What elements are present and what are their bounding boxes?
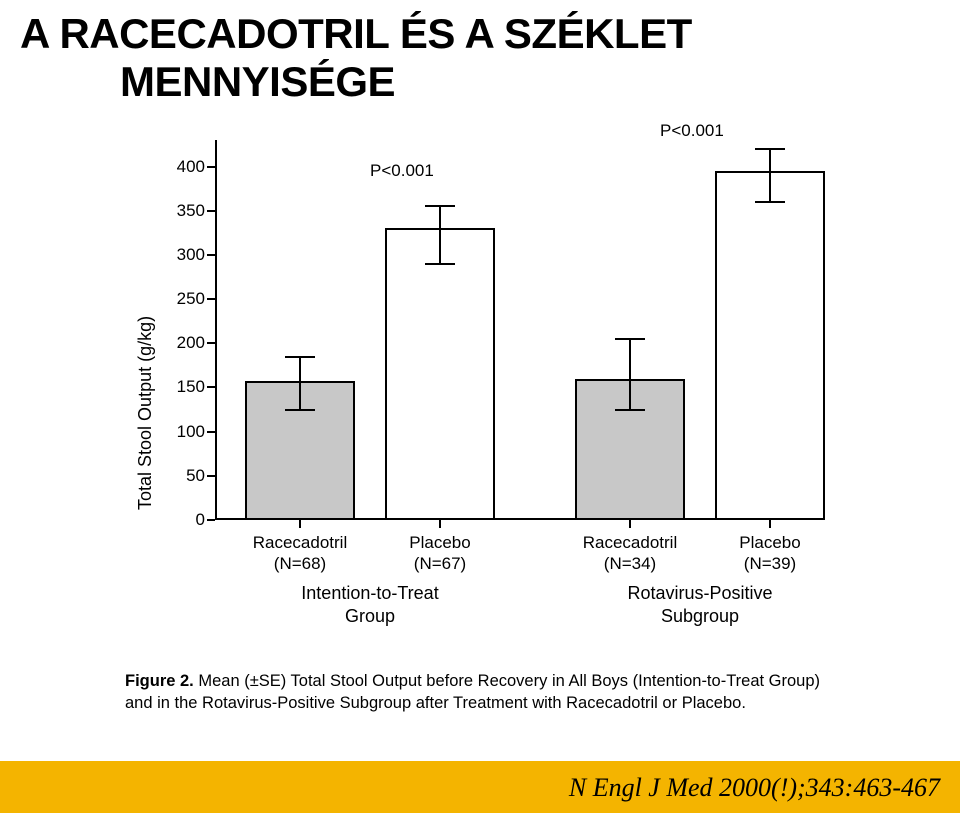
error-bar-cap — [615, 409, 645, 411]
group-label: Intention-to-TreatGroup — [250, 582, 490, 627]
error-bar-line — [439, 206, 441, 263]
error-bar-line — [299, 357, 301, 410]
y-tick — [207, 386, 215, 388]
y-tick — [207, 298, 215, 300]
x-tick — [769, 520, 771, 528]
y-tick-label: 300 — [145, 245, 205, 265]
group-label: Rotavirus-PositiveSubgroup — [580, 582, 820, 627]
x-tick-label: Racecadotril(N=34) — [555, 532, 705, 575]
y-tick — [207, 254, 215, 256]
slide: A RACECADOTRIL ÉS A SZÉKLET MENNYISÉGE T… — [0, 0, 960, 813]
x-tick — [299, 520, 301, 528]
p-value-label: P<0.001 — [660, 121, 724, 141]
x-tick-label: Placebo(N=67) — [365, 532, 515, 575]
y-tick-label: 250 — [145, 289, 205, 309]
y-tick-label: 0 — [145, 510, 205, 530]
figure-label: Figure 2. — [125, 672, 194, 690]
error-bar-cap — [285, 356, 315, 358]
error-bar-cap — [755, 148, 785, 150]
citation-text: N Engl J Med 2000(!);343:463-467 — [569, 773, 940, 803]
error-bar-cap — [755, 201, 785, 203]
error-bar-cap — [285, 409, 315, 411]
error-bar-line — [769, 149, 771, 202]
bar — [715, 171, 825, 520]
y-tick — [207, 342, 215, 344]
caption-text: Mean (±SE) Total Stool Output before Rec… — [125, 672, 820, 712]
y-tick — [207, 519, 215, 521]
error-bar-line — [629, 339, 631, 410]
y-tick-label: 200 — [145, 333, 205, 353]
p-value-label: P<0.001 — [370, 161, 434, 181]
y-tick — [207, 431, 215, 433]
x-tick — [629, 520, 631, 528]
y-tick-label: 150 — [145, 377, 205, 397]
error-bar-cap — [615, 338, 645, 340]
x-tick — [439, 520, 441, 528]
y-axis-line — [215, 140, 217, 520]
error-bar-cap — [425, 205, 455, 207]
title-line-2: MENNYISÉGE — [120, 58, 692, 106]
bar-chart: 050100150200250300350400Racecadotril(N=6… — [215, 140, 870, 520]
title-line-1: A RACECADOTRIL ÉS A SZÉKLET — [20, 10, 692, 58]
y-tick-label: 350 — [145, 201, 205, 221]
bar — [385, 228, 495, 520]
y-tick — [207, 166, 215, 168]
slide-title: A RACECADOTRIL ÉS A SZÉKLET MENNYISÉGE — [20, 10, 692, 106]
y-tick-label: 50 — [145, 466, 205, 486]
x-tick-label: Placebo(N=39) — [695, 532, 845, 575]
y-tick-label: 100 — [145, 422, 205, 442]
error-bar-cap — [425, 263, 455, 265]
y-tick — [207, 475, 215, 477]
y-tick — [207, 210, 215, 212]
y-tick-label: 400 — [145, 157, 205, 177]
chart-container: Total Stool Output (g/kg) 05010015020025… — [90, 140, 870, 610]
figure-caption: Figure 2. Mean (±SE) Total Stool Output … — [125, 670, 825, 715]
x-tick-label: Racecadotril(N=68) — [225, 532, 375, 575]
